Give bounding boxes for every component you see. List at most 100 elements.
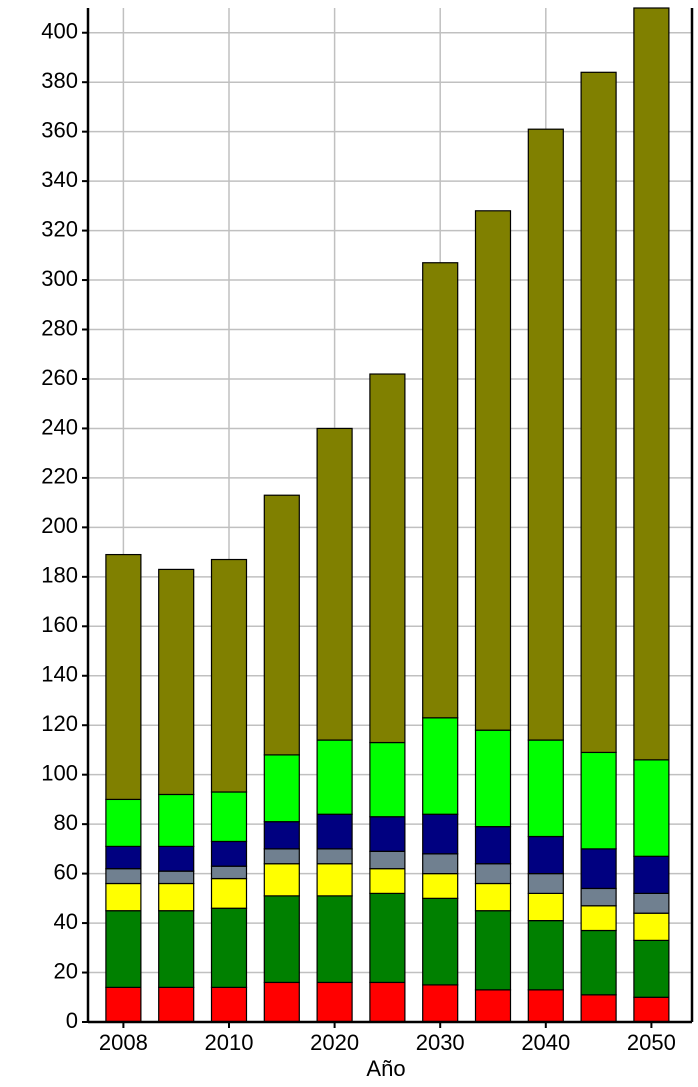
bar-segment [263,821,300,850]
y-tick-label: 220 [41,464,78,489]
bar-segment [633,7,670,761]
bar-segment [105,882,142,912]
bar-segment [263,863,300,897]
bar-segment [527,835,564,875]
bar-segment [263,848,300,865]
bar-segment [633,855,670,894]
bar-segment [527,128,564,741]
bar-segment [316,813,353,850]
y-tick-label: 300 [41,266,78,291]
bar-segment [580,71,617,754]
bar-segment [210,877,248,909]
x-tick-label: 2020 [310,1030,359,1055]
bar-segment [105,845,142,870]
y-tick-label: 120 [41,711,78,736]
bar-segment [474,210,512,731]
bar-segment [422,813,459,855]
bar-segment [263,494,300,756]
bar-segment [210,865,248,880]
bar-segment [580,848,617,890]
bar-segment [527,873,564,894]
y-tick-label: 140 [41,662,78,687]
y-tick-label: 360 [41,117,78,142]
y-tick-label: 180 [41,563,78,588]
y-tick-label: 380 [41,68,78,93]
bar-segment [369,741,406,818]
y-tick-label: 20 [54,958,78,983]
bar-segment [580,929,617,996]
y-tick-label: 100 [41,760,78,785]
bar-segment [633,892,670,914]
bar-segment [527,892,564,922]
bar-segment [158,568,195,796]
y-tick-label: 80 [54,810,78,835]
bar-segment [633,912,670,941]
bar-segment [210,558,248,793]
bar-segment [422,717,459,815]
bar-segment [316,981,353,1023]
bar-segment [527,919,564,991]
bar-segment [580,751,617,850]
bar-segment [263,895,300,984]
bar-segment [369,981,406,1023]
bar-segment [158,910,195,988]
bar-segment [316,848,353,865]
bar-segment [422,984,459,1023]
bar-segment [316,427,353,741]
bar-segment [105,798,142,848]
bar-segment [158,882,195,912]
y-tick-label: 320 [41,216,78,241]
x-axis-title: Año [366,1056,405,1081]
bar-segment [422,853,459,875]
bar-segment [369,373,406,744]
bar-segment [580,994,617,1023]
bar-segment [105,986,142,1023]
bar-segment [369,816,406,852]
bar-segment [474,729,512,828]
bar-segment [369,892,406,984]
bar-segment [158,870,195,885]
bar-segment [474,826,512,865]
bar-segment [316,895,353,984]
bar-segment [158,986,195,1023]
y-tick-label: 60 [54,859,78,884]
bar-segment [210,791,248,843]
bar-segment [158,793,195,848]
x-tick-label: 2010 [205,1030,254,1055]
y-tick-label: 260 [41,365,78,390]
bar-segment [105,553,142,801]
bar-segment [369,850,406,870]
y-tick-label: 200 [41,513,78,538]
bar-segment [527,989,564,1023]
bar-segment [316,739,353,815]
bar-segment [580,905,617,932]
bar-segment [474,910,512,991]
bar-segment [633,759,670,857]
bar-segment [474,882,512,912]
bar-segment [422,897,459,986]
bar-segment [158,845,195,872]
bar-segment [210,907,248,988]
bar-segment [633,939,670,998]
bar-segment [105,910,142,988]
x-tick-label: 2030 [416,1030,465,1055]
bar-segment [633,996,670,1023]
y-tick-label: 340 [41,167,78,192]
bar-segment [316,863,353,897]
bar-segment [527,739,564,838]
y-tick-label: 400 [41,19,78,44]
y-tick-label: 240 [41,414,78,439]
x-tick-label: 2050 [627,1030,676,1055]
y-tick-label: 40 [54,909,78,934]
bar-segment [422,873,459,899]
bar-segment [422,262,459,719]
bar-segment [263,754,300,823]
bar-segment [580,887,617,907]
bar-segment [369,868,406,894]
y-tick-label: 280 [41,315,78,340]
x-tick-label: 2040 [521,1030,570,1055]
x-tick-label: 2008 [99,1030,148,1055]
bar-segment [263,981,300,1023]
bar-segment [210,986,248,1023]
